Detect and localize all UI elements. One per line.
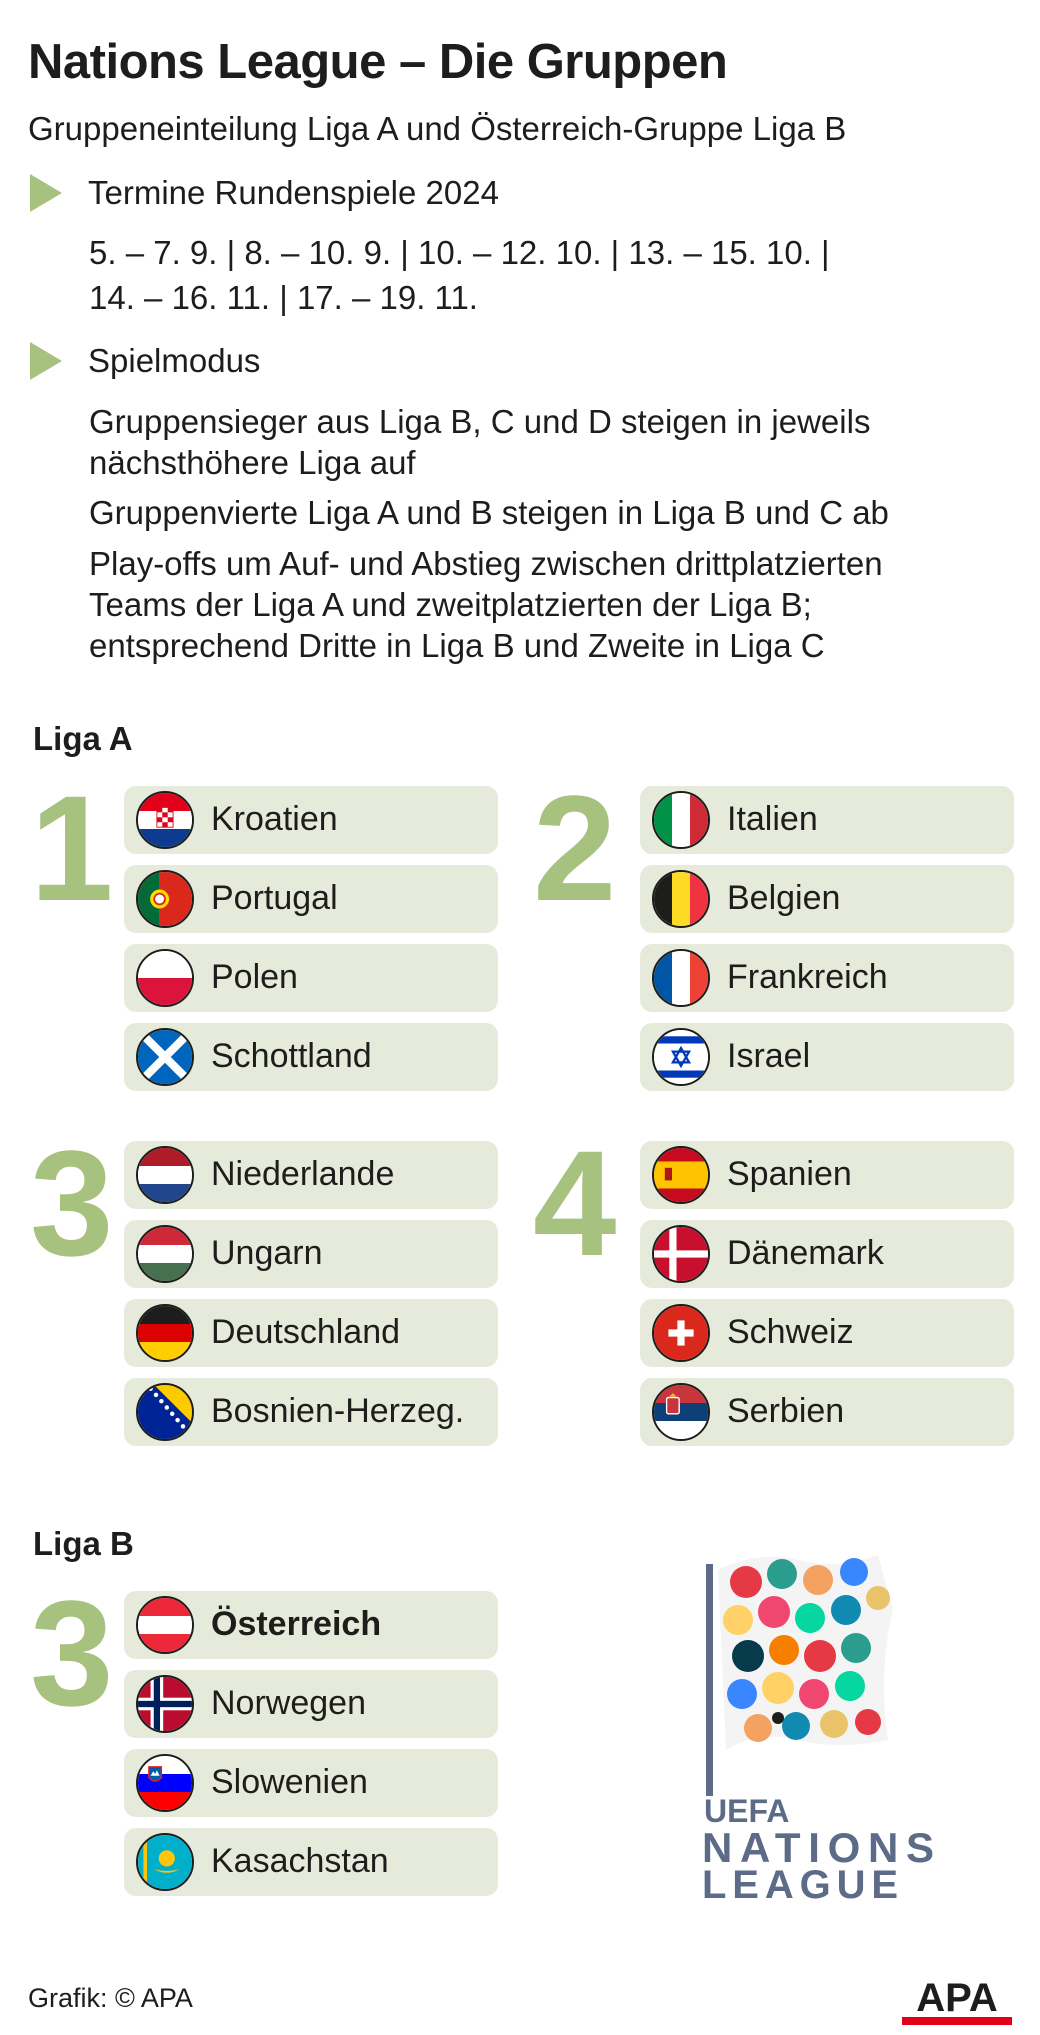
germany-flag-icon [136, 1304, 194, 1362]
team-row-serbien: Serbien [640, 1378, 1014, 1446]
page-title: Nations League – Die Gruppen [28, 35, 728, 89]
liga-b-title: Liga B [33, 1525, 134, 1562]
hungary-flag-icon [136, 1225, 194, 1283]
team-row-israel: Israel [640, 1023, 1014, 1091]
norway-flag-icon [136, 1675, 194, 1733]
group-number: 1 [30, 764, 114, 932]
group-number: 3 [30, 1569, 114, 1737]
mode-line: Play-offs um Auf- und Abstieg zwischen d… [89, 545, 883, 582]
logo-uefa-text: UEFA [704, 1793, 789, 1829]
team-row-schottland: Schottland [124, 1023, 498, 1091]
team-name: Slowenien [211, 1763, 368, 1801]
dates-line: 14. – 16. 11. | 17. – 19. 11. [89, 279, 478, 316]
team-name: Schottland [211, 1037, 372, 1075]
team-row-niederlande: Niederlande [124, 1141, 498, 1209]
page-subtitle: Gruppeneinteilung Liga A und Österreich-… [28, 110, 847, 147]
denmark-flag-icon [652, 1225, 710, 1283]
team-row-spanien: Spanien [640, 1141, 1014, 1209]
svg-text:APA: APA [916, 1976, 997, 2020]
team-row-schweiz: Schweiz [640, 1299, 1014, 1367]
team-row-deutschland: Deutschland [124, 1299, 498, 1367]
liga-a-title: Liga A [33, 720, 133, 757]
portugal-flag-icon [136, 870, 194, 928]
team-row-belgien: Belgien [640, 865, 1014, 933]
team-row-oesterreich: Österreich [124, 1591, 498, 1659]
croatia-flag-icon [136, 791, 194, 849]
logo-league-text: LEAGUE [702, 1863, 898, 1900]
team-row-polen: Polen [124, 944, 498, 1012]
scotland-flag-icon [136, 1028, 194, 1086]
team-row-kroatien: Kroatien [124, 786, 498, 854]
team-row-kasachstan: Kasachstan [124, 1828, 498, 1896]
team-name: Ungarn [211, 1234, 323, 1272]
team-name: Kroatien [211, 800, 338, 838]
team-name: Belgien [727, 879, 841, 917]
credit-text: Grafik: © APA [28, 1983, 193, 2013]
team-name: Norwegen [211, 1684, 366, 1722]
italy-flag-icon [652, 791, 710, 849]
mode-line: nächsthöhere Liga auf [89, 444, 416, 481]
logo-nations-text: NATIONS [702, 1824, 934, 1871]
team-row-ungarn: Ungarn [124, 1220, 498, 1288]
team-name: Deutschland [211, 1313, 401, 1351]
switzerland-flag-icon [652, 1304, 710, 1362]
serbia-flag-icon [652, 1383, 710, 1441]
poland-flag-icon [136, 949, 194, 1007]
slovenia-flag-icon [136, 1754, 194, 1812]
bullet-triangle-icon [30, 174, 62, 212]
team-row-daenemark: Dänemark [640, 1220, 1014, 1288]
netherlands-flag-icon [136, 1146, 194, 1204]
team-name: Serbien [727, 1392, 845, 1430]
spain-flag-icon [652, 1146, 710, 1204]
group-number: 3 [30, 1119, 114, 1287]
israel-flag-icon [652, 1028, 710, 1086]
mode-line: Teams der Liga A und zweitplatzierten de… [89, 586, 812, 623]
team-row-slowenien: Slowenien [124, 1749, 498, 1817]
dates-line: 5. – 7. 9. | 8. – 10. 9. | 10. – 12. 10.… [89, 234, 830, 271]
team-name-highlight: Österreich [211, 1605, 382, 1643]
team-name: Schweiz [727, 1313, 854, 1351]
team-name: Frankreich [727, 958, 888, 996]
team-row-bosnien: Bosnien-Herzeg. [124, 1378, 498, 1446]
team-name: Italien [727, 800, 818, 838]
section-heading-dates: Termine Rundenspiele 2024 [88, 174, 499, 211]
belgium-flag-icon [652, 870, 710, 928]
austria-flag-icon [136, 1596, 194, 1654]
team-name: Kasachstan [211, 1842, 389, 1880]
bullet-triangle-icon [30, 342, 62, 380]
team-name: Spanien [727, 1155, 852, 1193]
mode-line: entsprechend Dritte in Liga B und Zweite… [89, 627, 825, 664]
team-name: Dänemark [727, 1234, 884, 1272]
team-row-frankreich: Frankreich [640, 944, 1014, 1012]
apa-logo: APA [902, 1976, 1012, 2025]
mode-line: Gruppenvierte Liga A und B steigen in Li… [89, 494, 889, 531]
team-row-italien: Italien [640, 786, 1014, 854]
france-flag-icon [652, 949, 710, 1007]
uefa-nations-league-logo: UEFA NATIONS LEAGUE [702, 1555, 934, 1900]
section-heading-mode: Spielmodus [88, 342, 261, 379]
team-row-norwegen: Norwegen [124, 1670, 498, 1738]
group-number: 2 [533, 764, 617, 932]
team-name: Niederlande [211, 1155, 395, 1193]
bosnia-flag-icon [136, 1383, 194, 1441]
team-name: Bosnien-Herzeg. [211, 1392, 465, 1430]
mode-line: Gruppensieger aus Liga B, C und D steige… [89, 403, 871, 440]
team-name: Israel [727, 1037, 811, 1075]
team-row-portugal: Portugal [124, 865, 498, 933]
team-name: Portugal [211, 879, 338, 917]
kazakhstan-flag-icon [136, 1833, 194, 1891]
group-number: 4 [533, 1119, 617, 1287]
team-name: Polen [211, 958, 298, 996]
